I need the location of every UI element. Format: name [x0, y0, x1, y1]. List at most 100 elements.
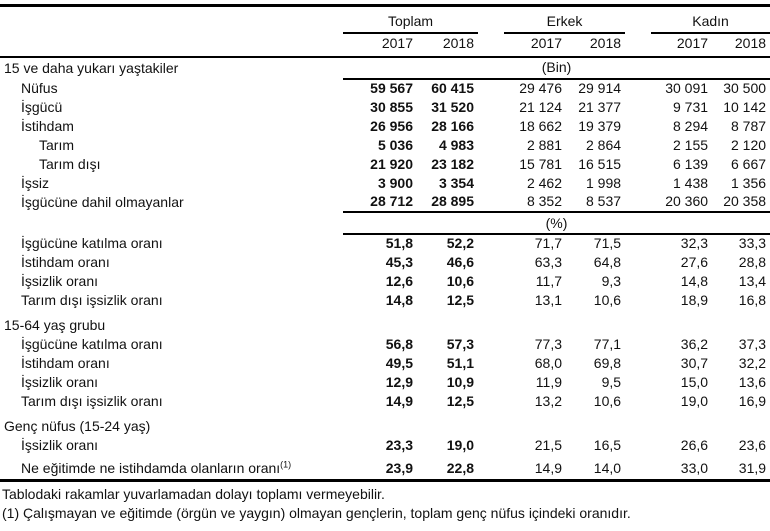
- value-cell: 52,2: [446, 234, 475, 251]
- value-cell: 59 567: [370, 79, 413, 96]
- column-group-erkek: Erkek: [504, 5, 626, 34]
- spacer-cell: [625, 98, 651, 117]
- value-cell: 31,9: [738, 460, 767, 477]
- value-cell: 15 781: [519, 155, 563, 172]
- value-cell: 8 537: [585, 192, 622, 209]
- value-cell: 14,9: [534, 460, 563, 477]
- value-cell: 28 712: [370, 192, 413, 209]
- value-cell: 56,8: [385, 335, 413, 352]
- spacer-cell: [625, 234, 651, 253]
- table-row: Ne eğitimde ne istihdamda olanların oran…: [0, 455, 770, 481]
- value-cell: 8 294: [672, 117, 709, 134]
- value-cell: 12,6: [385, 272, 413, 289]
- value-cell: 49,5: [385, 354, 413, 371]
- row-label: İşsizlik oranı: [21, 436, 99, 453]
- spacer-cell: [478, 98, 504, 117]
- spacer-cell: [625, 253, 651, 272]
- value-cell: 2 462: [526, 174, 563, 191]
- row-label: İstihdam oranı: [21, 354, 110, 371]
- section-label: 15 ve daha yukarı yaştakiler: [4, 60, 179, 77]
- value-cell: 31 520: [431, 98, 475, 115]
- value-cell: 22,8: [446, 460, 475, 477]
- column-group-toplam: Toplam: [343, 5, 479, 34]
- value-cell: 23,9: [385, 460, 413, 477]
- corner-cell: [0, 6, 343, 33]
- value-cell: 3 900: [377, 174, 413, 191]
- column-group-kadin: Kadın: [651, 5, 770, 34]
- spacer-cell: [478, 291, 504, 310]
- value-cell: 12,5: [446, 392, 475, 409]
- table-row: İşgücüne katılma oranı 51,8 52,2 71,7 71…: [0, 234, 770, 253]
- spacer-cell: [625, 455, 651, 481]
- spacer-cell: [478, 6, 504, 33]
- value-cell: 71,5: [593, 234, 622, 251]
- spacer-cell: [625, 392, 651, 411]
- row-label: İşsizlik oranı: [21, 272, 99, 289]
- spacer-cell: [478, 272, 504, 291]
- value-cell: 32,2: [738, 354, 767, 371]
- labor-statistics-table: Toplam Erkek Kadın 2017 2018 2017 2018 2…: [0, 4, 770, 483]
- table-row: İşsizlik oranı 12,9 10,9 11,9 9,5 15,0 1…: [0, 373, 770, 392]
- value-cell: 64,8: [593, 253, 622, 270]
- value-cell: 23 182: [431, 155, 475, 172]
- spacer-cell: [625, 373, 651, 392]
- value-cell: 16 515: [578, 155, 622, 172]
- value-cell: 29 476: [519, 79, 563, 96]
- spacer-cell: [625, 155, 651, 174]
- section-header-row: Genç nüfus (15-24 yaş): [0, 411, 770, 436]
- table-row: Tarım dışı işsizlik oranı 14,9 12,5 13,2…: [0, 392, 770, 411]
- value-cell: 20 358: [723, 192, 767, 209]
- value-cell: 21 124: [519, 98, 563, 115]
- value-cell: 30 091: [665, 79, 709, 96]
- value-cell: 77,3: [534, 335, 563, 352]
- value-cell: 28,8: [738, 253, 767, 270]
- value-cell: 9 731: [672, 98, 709, 115]
- row-label: İşgücü: [21, 98, 63, 115]
- value-cell: 6 667: [730, 155, 767, 172]
- value-cell: 26,6: [680, 436, 709, 453]
- year-header-row: 2017 2018 2017 2018 2017 2018: [0, 32, 770, 58]
- table-row: İşsizlik oranı 23,3 19,0 21,5 16,5 26,6 …: [0, 436, 770, 455]
- value-cell: 36,2: [680, 335, 709, 352]
- unit-label-percent: (%): [343, 210, 770, 235]
- section-label: Genç nüfus (15-24 yaş): [4, 417, 151, 434]
- value-cell: 14,8: [680, 272, 709, 289]
- table-row: İstihdam 26 956 28 166 18 662 19 379 8 2…: [0, 117, 770, 136]
- spacer-cell: [478, 436, 504, 455]
- value-cell: 8 787: [730, 117, 767, 134]
- value-cell: 15,0: [680, 373, 709, 390]
- spacer-cell: [625, 354, 651, 373]
- row-label: Tarım dışı işsizlik oranı: [21, 291, 163, 308]
- value-cell: 71,7: [534, 234, 563, 251]
- spacer-cell: [625, 6, 651, 33]
- row-label: İşsiz: [21, 174, 49, 191]
- unit-label-bin: (Bin): [343, 56, 770, 80]
- footnotes: Tablodaki rakamlar yuvarlamadan dolayı t…: [0, 485, 770, 523]
- row-label: Tarım dışı: [39, 155, 101, 172]
- spacer-cell: [478, 335, 504, 354]
- row-label: Nüfus: [21, 79, 58, 96]
- column-group-row: Toplam Erkek Kadın: [0, 5, 770, 34]
- spacer-cell: [625, 335, 651, 354]
- row-label: İşgücüne dahil olmayanlar: [21, 193, 184, 210]
- empty-cell: [0, 212, 343, 234]
- value-cell: 13,6: [738, 373, 767, 390]
- value-cell: 26 956: [370, 117, 413, 134]
- value-cell: 30,7: [680, 354, 709, 371]
- table-row: İşsizlik oranı 12,6 10,6 11,7 9,3 14,8 1…: [0, 272, 770, 291]
- spacer-cell: [625, 117, 651, 136]
- row-label: İstihdam: [21, 117, 74, 134]
- spacer-cell: [625, 174, 651, 193]
- row-label: İşsizlik oranı: [21, 373, 99, 390]
- value-cell: 60 415: [431, 79, 475, 96]
- value-cell: 68,0: [534, 354, 563, 371]
- table-row: Tarım 5 036 4 983 2 881 2 864 2 155 2 12…: [0, 136, 770, 155]
- value-cell: 2 155: [672, 136, 709, 153]
- year-header: 2017: [343, 32, 417, 58]
- value-cell: 1 356: [730, 174, 767, 191]
- value-cell: 16,5: [593, 436, 622, 453]
- value-cell: 20 360: [665, 192, 709, 209]
- value-cell: 10 142: [723, 98, 767, 115]
- value-cell: 77,1: [593, 335, 622, 352]
